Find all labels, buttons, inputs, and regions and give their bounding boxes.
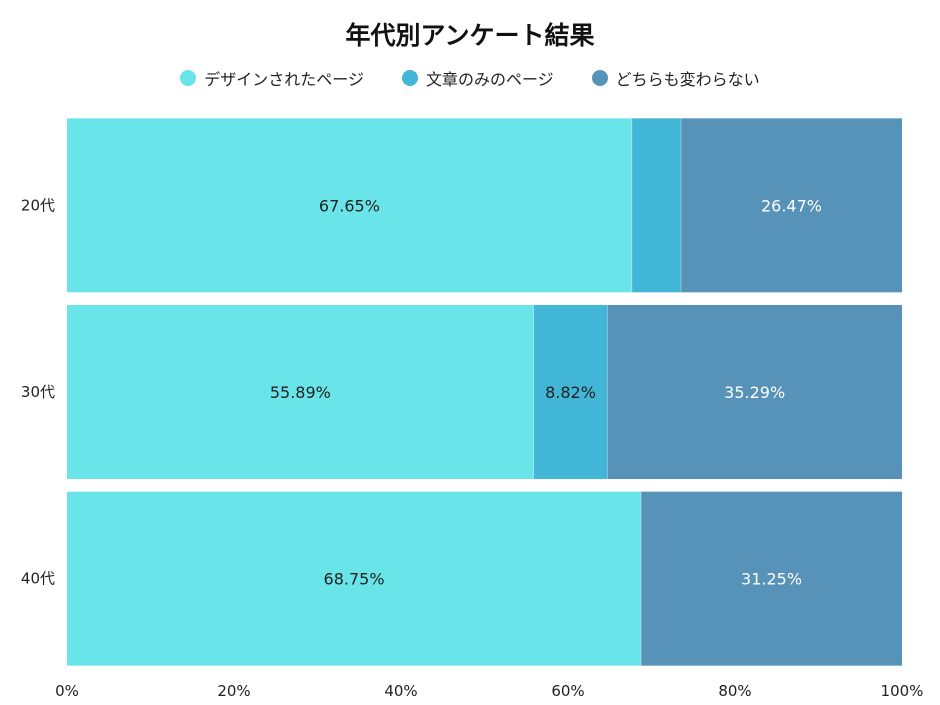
- chart-title: 年代別アンケート結果: [345, 21, 595, 50]
- legend-item-designed[interactable]: デザインされたページ: [180, 66, 364, 90]
- legend-swatch-no-difference: [591, 70, 608, 86]
- data-label: 67.65%: [319, 196, 380, 215]
- category-label: 30代: [21, 383, 55, 401]
- bar-segment[interactable]: [680, 118, 902, 293]
- bar-segment[interactable]: [631, 118, 681, 293]
- legend-label-designed: デザインされたページ: [204, 70, 364, 89]
- x-tick-label: 20%: [217, 682, 250, 700]
- legend-swatch-text-only: [401, 70, 418, 86]
- data-label: 68.75%: [324, 570, 385, 589]
- data-label: 55.89%: [270, 383, 331, 402]
- bar-segment[interactable]: [607, 305, 902, 479]
- data-label: 8.82%: [545, 383, 596, 402]
- x-tick-label: 80%: [718, 682, 751, 700]
- data-label: 35.29%: [724, 383, 785, 402]
- bar-segment[interactable]: [67, 118, 632, 293]
- bar-segment[interactable]: [67, 305, 534, 479]
- x-tick-label: 100%: [881, 682, 924, 700]
- bar-segment[interactable]: [533, 305, 608, 479]
- category-label: 20代: [21, 196, 55, 214]
- legend: デザインされたページ 文章のみのページ どちらも変わらない: [0, 66, 940, 90]
- legend-swatch-designed: [180, 70, 197, 86]
- x-tick-label: 0%: [55, 682, 79, 700]
- legend-label-no-difference: どちらも変わらない: [615, 70, 760, 89]
- data-label: 26.47%: [761, 196, 822, 215]
- legend-label-text-only: 文章のみのページ: [425, 70, 554, 89]
- bar-segment[interactable]: [67, 491, 642, 666]
- bar-segment[interactable]: [641, 491, 902, 666]
- category-label: 40代: [21, 570, 55, 588]
- legend-item-text-only[interactable]: 文章のみのページ: [401, 66, 554, 90]
- x-tick-label: 60%: [551, 682, 584, 700]
- data-label: 31.25%: [741, 570, 802, 589]
- x-tick-label: 40%: [384, 682, 417, 700]
- legend-item-no-difference[interactable]: どちらも変わらない: [591, 66, 760, 90]
